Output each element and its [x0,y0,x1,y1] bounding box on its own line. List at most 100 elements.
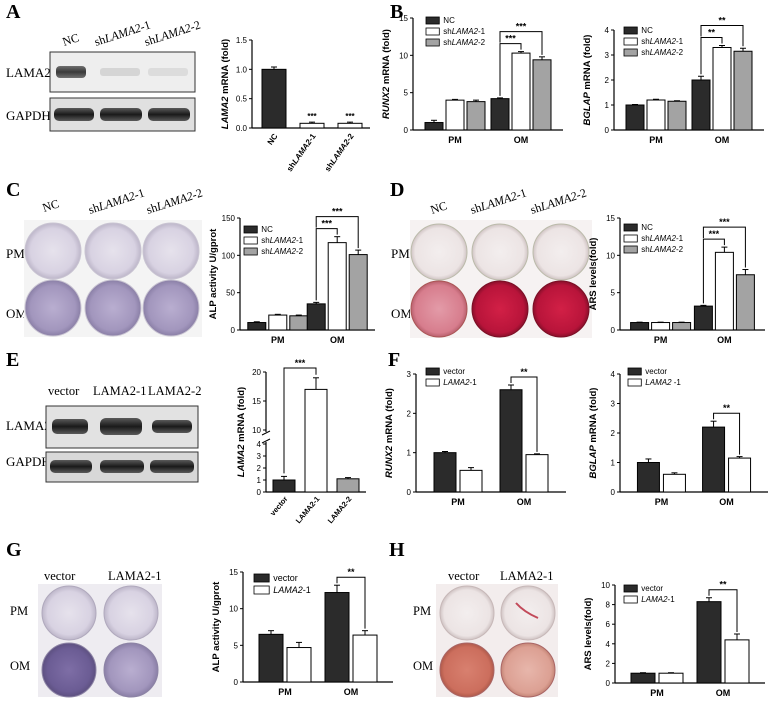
panel-d: D NC shLAMA2-1 shLAMA2-2 PM OM 0 5 10 15 ARS… [390,179,765,345]
axis-break [261,430,271,444]
blot-band [152,420,192,433]
y-axis-title: LAMA2 mRNA (fold) [220,39,231,129]
y-tick-label: 1 [605,101,610,110]
blot-band [54,108,94,121]
x-category-label: OM [715,135,730,145]
data-bar [459,469,483,493]
culture-well [41,585,97,641]
y-tick-label: 0 [231,326,236,335]
culture-well [439,642,495,698]
y-tick-label: 5 [234,641,239,650]
y-tick-label: 8 [606,601,611,610]
legend-label: vector [645,367,667,376]
y-tick-label: 6 [606,620,611,629]
data-bar [667,100,687,131]
y-axis-title: ARS levels(fold) [583,598,594,671]
legend-swatch [623,234,638,243]
legend-label: LAMA2-1 [443,378,477,387]
legend-label: shLAMA2-2 [443,38,485,47]
legend-label: NC [443,16,455,25]
data-bar [258,633,284,683]
data-bar [672,322,692,331]
plate-col-label: shLAMA2-1 [87,186,147,217]
data-bar [304,388,328,493]
culture-well [142,279,200,337]
legend-swatch [623,48,638,57]
blot-band [100,460,144,473]
significance-bracket [713,412,741,455]
culture-well [103,642,159,698]
panel-letter-b: B [390,1,403,23]
legend-swatch [425,16,440,25]
data-bar [272,479,296,493]
legend-swatch [623,37,638,46]
data-bar [532,59,552,131]
y-tick-label: 10 [606,251,615,260]
x-category-label: PM [271,335,285,345]
data-bar [499,389,523,493]
panel-letter-g: G [6,539,22,561]
y-tick-label: 5 [611,289,616,298]
plate-col-label: LAMA2-1 [500,569,553,583]
y-tick-label: 0 [404,126,409,135]
y-axis-title: ALP activity U/gprot [211,581,222,672]
plate-col-label: NC [41,196,61,214]
data-bar [336,478,360,493]
significance-label: *** [307,112,317,121]
y-tick-label: 0 [257,488,262,497]
y-tick-label: 0 [407,488,412,497]
data-bar [630,672,656,684]
significance-bracket [708,589,738,632]
significance-bracket [700,25,744,47]
x-category-label: OM [514,135,529,145]
blot-band [100,68,140,76]
legend-label: NC [641,223,653,232]
legend-label: vector [443,367,465,376]
y-axis-title: BGLAP mRNA (fold) [588,388,599,479]
blot-col-label: NC [61,30,81,48]
legend-label: shLAMA2-2 [261,247,303,256]
y-tick-label: 3 [605,51,610,60]
significance-label: *** [516,22,527,32]
y-tick-label: 15 [229,568,238,577]
legend-swatch [623,595,638,604]
data-bar [662,473,686,493]
panel-letter-a: A [6,1,21,23]
legend-swatch [425,378,440,387]
data-bar [466,101,486,131]
data-bar [324,592,350,683]
data-bar [490,98,510,131]
data-bar [658,672,684,684]
blot-col-label: vector [48,384,80,398]
significance-bracket [702,226,746,268]
blot-band [148,108,190,121]
legend-label: shLAMA2-2 [641,245,683,254]
plate-col-label: shLAMA2-2 [145,186,205,217]
y-tick-label: 10 [601,581,610,590]
legend-swatch [623,245,638,254]
data-bar [289,315,309,331]
blot-row-label: GAPDH [6,454,51,469]
panel-f: F 0 1 2 3 RUNX2 mRNA (fold) PM OM ** vector LAMA2… [384,349,768,507]
plate-row-label: OM [391,306,412,321]
y-tick-label: 3 [257,452,262,461]
panel-letter-c: C [6,179,20,201]
culture-well [410,280,468,338]
y-tick-label: 50 [226,289,235,298]
plate-col-label: shLAMA2-1 [469,186,529,217]
y-tick-label: 4 [611,370,616,379]
legend-swatch [243,247,258,256]
x-category-label: shLAMA2-1 [285,132,318,174]
culture-well [532,280,590,338]
blot-row-label: LAMA2 [6,65,51,80]
legend-label: shLAMA2-1 [261,236,303,245]
stain-streak [515,602,539,619]
legend-swatch [425,38,440,47]
blot-band [52,419,88,434]
significance-bracket [315,216,359,249]
blot-col-label: shLAMA2-2 [143,18,203,49]
significance-bracket [315,228,338,301]
blot-band [148,68,188,76]
culture-well [24,222,82,280]
significance-label: *** [345,112,355,121]
